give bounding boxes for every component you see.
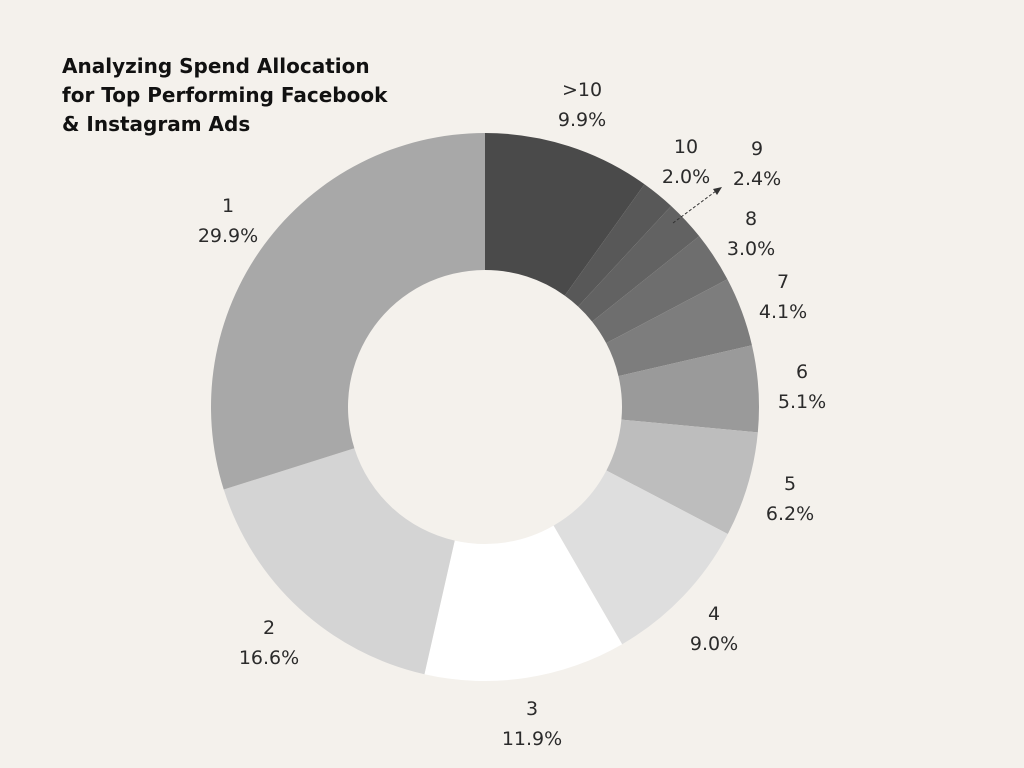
slice-percent-label: 4.1% bbox=[759, 301, 807, 323]
slice-percent-label: 9.9% bbox=[558, 109, 606, 131]
slice-category-label: 4 bbox=[708, 603, 720, 625]
donut-slice bbox=[223, 448, 455, 675]
donut-slice bbox=[564, 184, 672, 307]
leader-lines bbox=[672, 187, 722, 224]
slice-labels: >10 9.9% 10 2.0% 9 2.4% 8 3.0%7 4.1% 6 5.1% 5 6.2% 4 9… bbox=[198, 79, 826, 750]
donut-slice bbox=[210, 133, 485, 490]
slice-category-label: 9 bbox=[751, 138, 763, 160]
leader-arrowhead bbox=[713, 187, 722, 195]
donut-slice bbox=[485, 133, 645, 296]
slice-percent-label: 5.1% bbox=[778, 391, 826, 413]
chart-title-line-3: & Instagram Ads bbox=[62, 112, 251, 136]
slice-percent-label: 11.9% bbox=[502, 728, 562, 750]
slice-percent-label: 2.4% bbox=[733, 168, 781, 190]
slice-percent-label: 29.9% bbox=[198, 225, 258, 247]
donut-slice bbox=[618, 345, 759, 433]
chart-title-line-2: for Top Performing Facebook bbox=[62, 83, 388, 107]
slice-category-label: >10 bbox=[562, 79, 602, 101]
slice-category-label: 3 bbox=[526, 698, 538, 720]
slice-category-label: 2 bbox=[263, 617, 275, 639]
donut-slice bbox=[606, 279, 752, 377]
donut-slice bbox=[578, 205, 700, 322]
slice-percent-label: 9.0% bbox=[690, 633, 738, 655]
donut-slice bbox=[606, 419, 758, 534]
slice-percent-label: 2.0% bbox=[662, 166, 710, 188]
slice-category-label: 10 bbox=[674, 136, 698, 158]
leader-line bbox=[672, 190, 717, 224]
donut-slices bbox=[210, 133, 759, 681]
slice-percent-label: 3.0% bbox=[727, 238, 775, 260]
chart-title-line-1: Analyzing Spend Allocation bbox=[62, 54, 370, 78]
chart-title: Analyzing Spend Allocation for Top Perfo… bbox=[62, 52, 387, 139]
slice-category-label: 8 bbox=[745, 208, 757, 230]
slice-percent-label: 6.2% bbox=[766, 503, 814, 525]
slice-percent-label: 16.6% bbox=[239, 647, 299, 669]
slice-category-label: 6 bbox=[796, 361, 808, 383]
slice-category-label: 7 bbox=[777, 271, 789, 293]
slice-category-label: 1 bbox=[222, 195, 234, 217]
donut-slice bbox=[424, 525, 623, 681]
donut-slice bbox=[553, 470, 728, 645]
donut-slice bbox=[592, 236, 728, 344]
slice-category-label: 5 bbox=[784, 473, 796, 495]
